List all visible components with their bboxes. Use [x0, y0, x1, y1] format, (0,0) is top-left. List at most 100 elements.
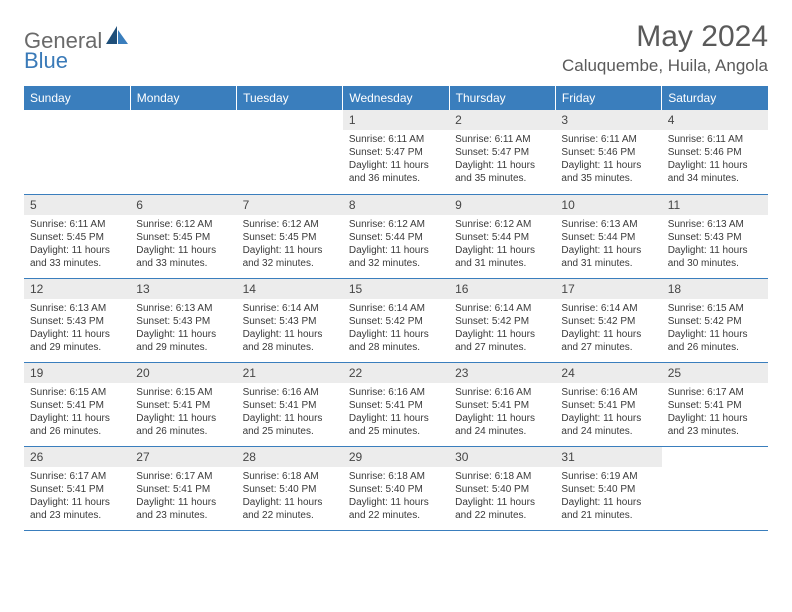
calendar-cell: 12Sunrise: 6:13 AMSunset: 5:43 PMDayligh… — [24, 278, 130, 362]
daylight-text-2: and 32 minutes. — [243, 257, 337, 270]
sunset-text: Sunset: 5:41 PM — [30, 483, 124, 496]
sunrise-text: Sunrise: 6:14 AM — [243, 302, 337, 315]
daylight-text-1: Daylight: 11 hours — [455, 244, 549, 257]
daylight-text-1: Daylight: 11 hours — [243, 412, 337, 425]
day-details: Sunrise: 6:13 AMSunset: 5:43 PMDaylight:… — [130, 299, 236, 358]
day-number: 8 — [343, 195, 449, 215]
daylight-text-2: and 33 minutes. — [30, 257, 124, 270]
daylight-text-1: Daylight: 11 hours — [30, 328, 124, 341]
calendar-cell: 11Sunrise: 6:13 AMSunset: 5:43 PMDayligh… — [662, 194, 768, 278]
sunrise-text: Sunrise: 6:14 AM — [349, 302, 443, 315]
calendar-cell: 24Sunrise: 6:16 AMSunset: 5:41 PMDayligh… — [555, 362, 661, 446]
day-details: Sunrise: 6:13 AMSunset: 5:43 PMDaylight:… — [24, 299, 130, 358]
sunset-text: Sunset: 5:43 PM — [243, 315, 337, 328]
calendar-cell: 21Sunrise: 6:16 AMSunset: 5:41 PMDayligh… — [237, 362, 343, 446]
sunset-text: Sunset: 5:45 PM — [243, 231, 337, 244]
day-number: 27 — [130, 447, 236, 467]
day-details: Sunrise: 6:17 AMSunset: 5:41 PMDaylight:… — [24, 467, 130, 526]
calendar-body: ......1Sunrise: 6:11 AMSunset: 5:47 PMDa… — [24, 110, 768, 530]
day-details: Sunrise: 6:17 AMSunset: 5:41 PMDaylight:… — [130, 467, 236, 526]
calendar-cell: 17Sunrise: 6:14 AMSunset: 5:42 PMDayligh… — [555, 278, 661, 362]
day-details: Sunrise: 6:18 AMSunset: 5:40 PMDaylight:… — [343, 467, 449, 526]
calendar-cell: 25Sunrise: 6:17 AMSunset: 5:41 PMDayligh… — [662, 362, 768, 446]
page-title: May 2024 — [562, 20, 768, 54]
day-details: Sunrise: 6:11 AMSunset: 5:46 PMDaylight:… — [662, 130, 768, 189]
daylight-text-2: and 29 minutes. — [136, 341, 230, 354]
daylight-text-1: Daylight: 11 hours — [349, 159, 443, 172]
day-number: 17 — [555, 279, 661, 299]
sunrise-text: Sunrise: 6:15 AM — [136, 386, 230, 399]
day-details: Sunrise: 6:14 AMSunset: 5:42 PMDaylight:… — [343, 299, 449, 358]
calendar-week-row: ......1Sunrise: 6:11 AMSunset: 5:47 PMDa… — [24, 110, 768, 194]
calendar-cell: .. — [237, 110, 343, 194]
daylight-text-2: and 31 minutes. — [561, 257, 655, 270]
daylight-text-2: and 22 minutes. — [349, 509, 443, 522]
sunset-text: Sunset: 5:44 PM — [455, 231, 549, 244]
day-header: Monday — [130, 86, 236, 110]
sunrise-text: Sunrise: 6:12 AM — [349, 218, 443, 231]
daylight-text-1: Daylight: 11 hours — [455, 328, 549, 341]
calendar-cell: 26Sunrise: 6:17 AMSunset: 5:41 PMDayligh… — [24, 446, 130, 530]
day-details: Sunrise: 6:11 AMSunset: 5:46 PMDaylight:… — [555, 130, 661, 189]
day-details: Sunrise: 6:11 AMSunset: 5:45 PMDaylight:… — [24, 215, 130, 274]
day-details: Sunrise: 6:11 AMSunset: 5:47 PMDaylight:… — [343, 130, 449, 189]
sunrise-text: Sunrise: 6:11 AM — [561, 133, 655, 146]
daylight-text-2: and 24 minutes. — [455, 425, 549, 438]
daylight-text-2: and 36 minutes. — [349, 172, 443, 185]
sunrise-text: Sunrise: 6:12 AM — [136, 218, 230, 231]
day-details: Sunrise: 6:19 AMSunset: 5:40 PMDaylight:… — [555, 467, 661, 526]
sunset-text: Sunset: 5:41 PM — [668, 399, 762, 412]
daylight-text-1: Daylight: 11 hours — [668, 244, 762, 257]
day-details: Sunrise: 6:14 AMSunset: 5:42 PMDaylight:… — [449, 299, 555, 358]
daylight-text-2: and 26 minutes. — [136, 425, 230, 438]
sunset-text: Sunset: 5:44 PM — [561, 231, 655, 244]
calendar-cell: 13Sunrise: 6:13 AMSunset: 5:43 PMDayligh… — [130, 278, 236, 362]
calendar-cell: 10Sunrise: 6:13 AMSunset: 5:44 PMDayligh… — [555, 194, 661, 278]
day-number: 16 — [449, 279, 555, 299]
calendar-cell: .. — [130, 110, 236, 194]
daylight-text-1: Daylight: 11 hours — [243, 496, 337, 509]
daylight-text-1: Daylight: 11 hours — [455, 159, 549, 172]
day-details: Sunrise: 6:13 AMSunset: 5:44 PMDaylight:… — [555, 215, 661, 274]
sunrise-text: Sunrise: 6:18 AM — [455, 470, 549, 483]
day-details: Sunrise: 6:14 AMSunset: 5:43 PMDaylight:… — [237, 299, 343, 358]
sunrise-text: Sunrise: 6:11 AM — [668, 133, 762, 146]
sunset-text: Sunset: 5:41 PM — [30, 399, 124, 412]
sunrise-text: Sunrise: 6:15 AM — [30, 386, 124, 399]
sunrise-text: Sunrise: 6:13 AM — [136, 302, 230, 315]
calendar-cell: .. — [662, 446, 768, 530]
daylight-text-1: Daylight: 11 hours — [136, 496, 230, 509]
logo-text-blue: Blue — [24, 48, 68, 74]
sunset-text: Sunset: 5:42 PM — [349, 315, 443, 328]
day-number: 29 — [343, 447, 449, 467]
daylight-text-2: and 35 minutes. — [455, 172, 549, 185]
calendar-cell: 3Sunrise: 6:11 AMSunset: 5:46 PMDaylight… — [555, 110, 661, 194]
day-number: 6 — [130, 195, 236, 215]
daylight-text-1: Daylight: 11 hours — [243, 244, 337, 257]
daylight-text-2: and 30 minutes. — [668, 257, 762, 270]
day-header-row: SundayMondayTuesdayWednesdayThursdayFrid… — [24, 86, 768, 110]
daylight-text-2: and 21 minutes. — [561, 509, 655, 522]
calendar-cell: 30Sunrise: 6:18 AMSunset: 5:40 PMDayligh… — [449, 446, 555, 530]
day-number: 25 — [662, 363, 768, 383]
daylight-text-1: Daylight: 11 hours — [136, 412, 230, 425]
sunrise-text: Sunrise: 6:14 AM — [561, 302, 655, 315]
day-number: 5 — [24, 195, 130, 215]
daylight-text-2: and 32 minutes. — [349, 257, 443, 270]
sunset-text: Sunset: 5:41 PM — [136, 399, 230, 412]
day-details: Sunrise: 6:13 AMSunset: 5:43 PMDaylight:… — [662, 215, 768, 274]
calendar-cell: 16Sunrise: 6:14 AMSunset: 5:42 PMDayligh… — [449, 278, 555, 362]
day-number: 26 — [24, 447, 130, 467]
daylight-text-1: Daylight: 11 hours — [349, 244, 443, 257]
calendar-cell: 22Sunrise: 6:16 AMSunset: 5:41 PMDayligh… — [343, 362, 449, 446]
daylight-text-1: Daylight: 11 hours — [30, 496, 124, 509]
day-number: 24 — [555, 363, 661, 383]
day-number: 20 — [130, 363, 236, 383]
sunset-text: Sunset: 5:43 PM — [30, 315, 124, 328]
day-header: Tuesday — [237, 86, 343, 110]
calendar-cell: 18Sunrise: 6:15 AMSunset: 5:42 PMDayligh… — [662, 278, 768, 362]
day-number: 30 — [449, 447, 555, 467]
calendar-cell: 1Sunrise: 6:11 AMSunset: 5:47 PMDaylight… — [343, 110, 449, 194]
sunrise-text: Sunrise: 6:18 AM — [243, 470, 337, 483]
day-number: 23 — [449, 363, 555, 383]
